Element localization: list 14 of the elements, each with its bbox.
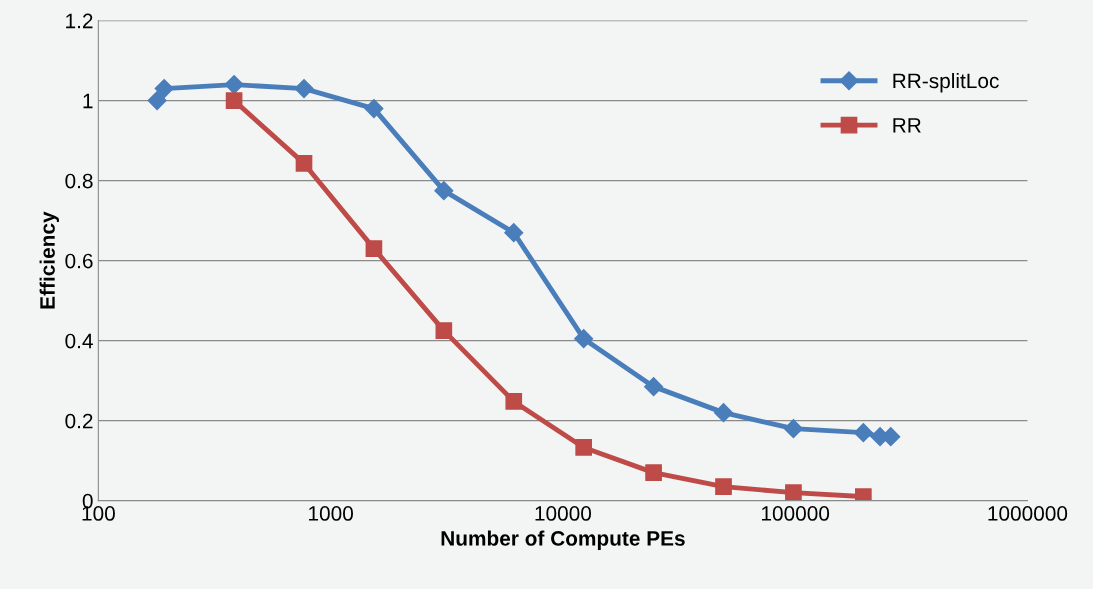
x-tick-label: 1000 (309, 506, 353, 521)
y-tick-label: 1.2 (66, 13, 93, 29)
y-tick-label: 0.2 (65, 413, 93, 429)
y-tick-label: 0.8 (65, 173, 93, 189)
x-axis-title: Number of Compute PEs (441, 530, 685, 550)
legend-label: RR (893, 118, 921, 133)
x-tick-label: 100000 (761, 506, 830, 521)
y-axis-title: Efficiency (39, 211, 59, 309)
y-tick-label: 1 (83, 93, 93, 109)
y-tick-label: 0.6 (65, 253, 93, 269)
legend-label: RR-splitLoc (893, 72, 999, 93)
y-tick-label: 0.4 (65, 333, 93, 349)
x-tick-label: 10000 (535, 506, 592, 521)
x-tick-label: 1000000 (988, 506, 1068, 521)
